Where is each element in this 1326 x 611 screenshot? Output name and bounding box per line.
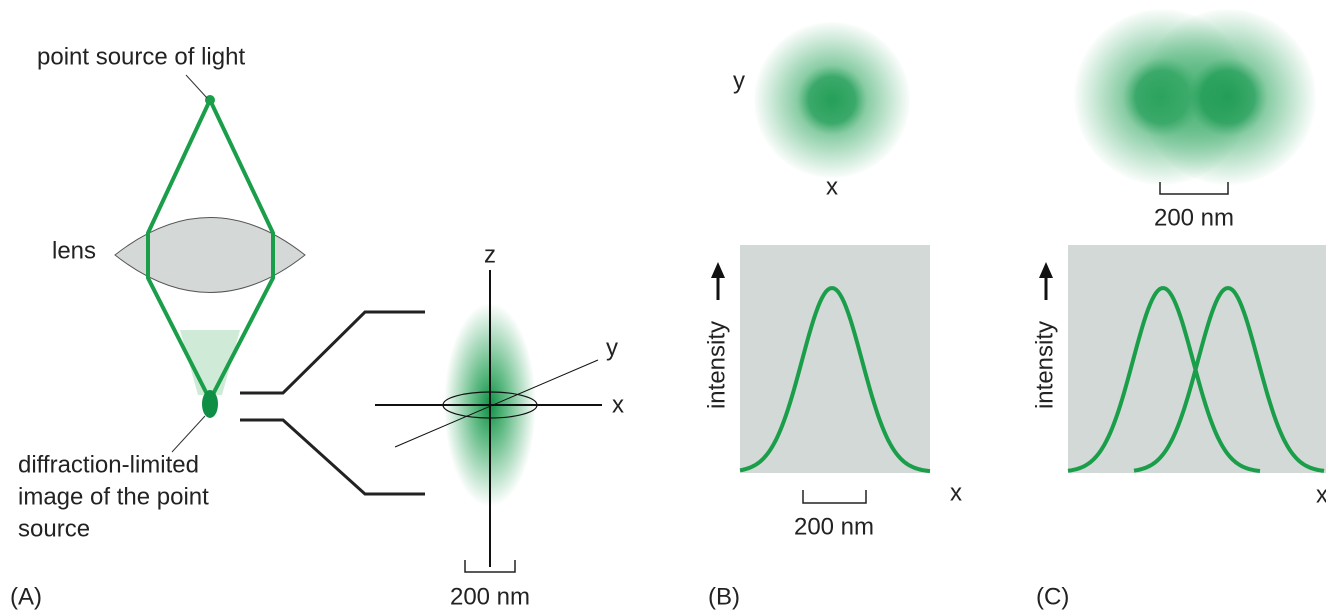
label: point source of light — [37, 43, 245, 70]
label: lens — [52, 237, 96, 264]
axis-label: intensity — [1031, 321, 1058, 409]
axis-label: y — [606, 334, 618, 361]
axis-label: x — [950, 479, 962, 506]
psf-2d — [1140, 9, 1316, 185]
arrow-head — [1039, 262, 1053, 278]
scale-bar — [802, 490, 867, 504]
image-spot — [202, 390, 218, 418]
caption: image of the point — [18, 483, 209, 510]
axis-label: intensity — [703, 321, 730, 409]
leader — [171, 415, 206, 453]
psf-2d — [754, 22, 910, 178]
caption: diffraction-limited — [18, 451, 199, 478]
axis-label: x — [612, 391, 624, 418]
lens-shape — [114, 217, 306, 293]
axis-label: z — [484, 241, 496, 268]
xy-ellipse — [442, 391, 538, 419]
scale-bar — [1159, 182, 1229, 195]
caption: source — [18, 515, 90, 542]
scale-label: 200 nm — [794, 513, 874, 540]
panel-label: (B) — [708, 583, 740, 610]
arrow-head — [711, 262, 725, 278]
panel-b: y x intensity x 200 nm (B) — [703, 22, 962, 610]
leader — [185, 74, 208, 99]
panel-a: point source of light lens diffraction-l… — [10, 43, 624, 610]
panel-label: (C) — [1036, 583, 1069, 610]
y-axis — [394, 359, 599, 448]
axis-label: x — [1316, 481, 1326, 508]
panel-c: 200 nm intensity x (C) — [1031, 9, 1326, 610]
point-source — [205, 95, 215, 105]
intensity-curve — [1067, 286, 1261, 473]
scale-label: 200 nm — [1154, 204, 1234, 231]
axis-label: y — [733, 67, 745, 94]
scale-label: 200 nm — [450, 583, 530, 610]
axis-label: x — [826, 173, 838, 200]
intensity-curve — [739, 285, 931, 474]
zoom-line — [240, 418, 425, 496]
plot-area — [740, 245, 930, 473]
intensity-curve — [1133, 285, 1325, 473]
panel-label: (A) — [10, 583, 42, 610]
cone — [180, 330, 240, 395]
zoom-line — [240, 310, 425, 395]
scale-bar — [464, 560, 516, 573]
